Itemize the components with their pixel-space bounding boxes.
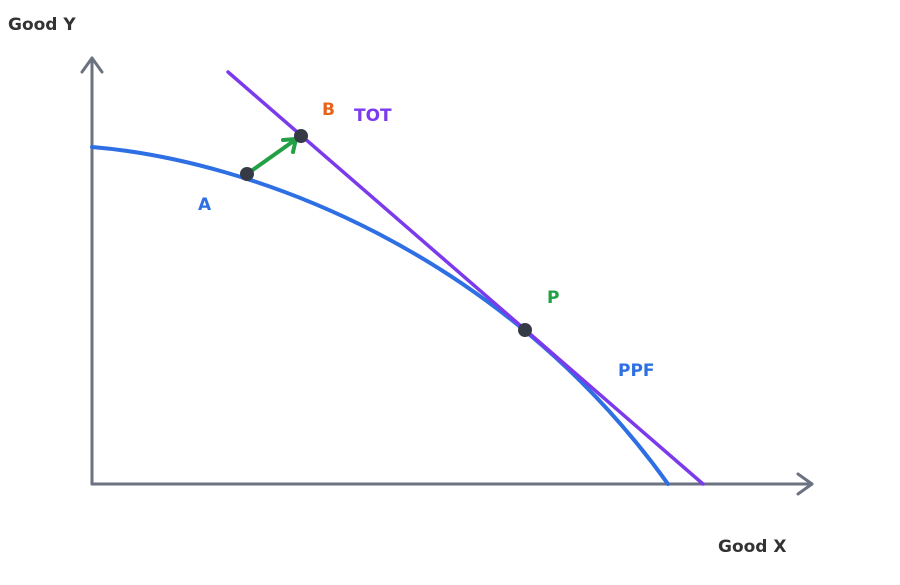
label-tot: TOT xyxy=(354,106,392,126)
points xyxy=(240,129,532,337)
label-b: B xyxy=(322,100,335,120)
x-axis-label: Good X xyxy=(718,537,787,557)
axes xyxy=(80,56,814,496)
point-b xyxy=(294,129,308,143)
label-p: P xyxy=(547,288,559,308)
y-axis-arrow xyxy=(80,56,104,74)
trade-arrow xyxy=(245,137,298,176)
ppf-curve xyxy=(90,145,670,486)
label-ppf: PPF xyxy=(618,361,655,381)
point-a xyxy=(240,167,254,181)
point-p xyxy=(518,323,532,337)
label-a: A xyxy=(198,195,212,215)
y-axis-label: Good Y xyxy=(8,15,76,35)
tot-line xyxy=(226,70,705,486)
x-axis-arrow xyxy=(796,472,814,496)
